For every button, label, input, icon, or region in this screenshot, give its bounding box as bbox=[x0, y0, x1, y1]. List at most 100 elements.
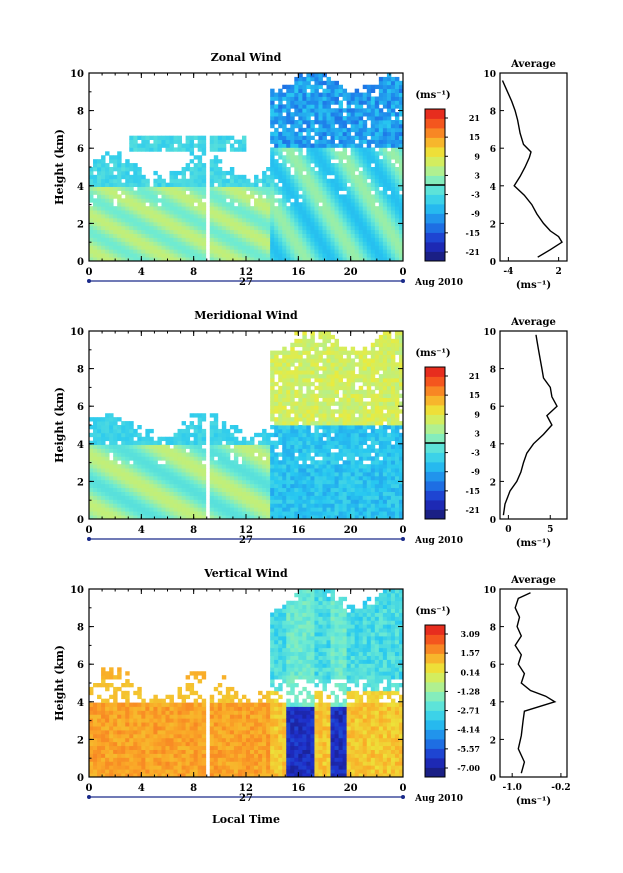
heatmap-cell bbox=[93, 417, 98, 422]
heatmap-cell bbox=[330, 503, 335, 508]
heatmap-cell bbox=[258, 229, 263, 234]
heatmap-cell bbox=[306, 499, 311, 504]
heatmap-cell bbox=[318, 159, 323, 164]
heatmap-cell bbox=[322, 358, 327, 363]
heatmap-cell bbox=[322, 88, 327, 93]
heatmap-cell bbox=[338, 135, 344, 140]
heatmap-cell bbox=[346, 237, 352, 242]
heatmap-cell bbox=[161, 515, 166, 520]
heatmap-cell bbox=[298, 354, 303, 359]
heatmap-cell bbox=[201, 257, 207, 262]
heatmap-cell bbox=[125, 186, 130, 191]
heatmap-cell bbox=[330, 139, 335, 144]
heatmap-cell bbox=[93, 444, 98, 449]
heatmap-cell bbox=[221, 202, 227, 207]
heatmap-cell bbox=[101, 491, 106, 496]
heatmap-cell bbox=[338, 151, 344, 156]
heatmap-cell bbox=[197, 186, 203, 191]
heatmap-cell bbox=[217, 507, 223, 512]
heatmap-cell bbox=[177, 460, 182, 465]
heatmap-cell bbox=[109, 495, 114, 500]
heatmap-cell bbox=[274, 108, 279, 113]
heatmap-cell bbox=[229, 217, 235, 223]
heatmap-cell bbox=[362, 174, 368, 180]
heatmap-cell bbox=[266, 233, 271, 238]
heatmap-cell bbox=[286, 448, 291, 453]
heatmap-cell bbox=[326, 491, 331, 496]
heatmap-cell bbox=[125, 448, 130, 453]
heatmap-cell bbox=[354, 214, 360, 219]
heatmap-cell bbox=[350, 116, 356, 121]
heatmap-cell bbox=[137, 202, 142, 207]
heatmap-cell bbox=[193, 174, 199, 180]
heatmap-cell bbox=[258, 495, 263, 500]
heatmap-cell bbox=[237, 139, 243, 144]
heatmap-cell bbox=[274, 491, 279, 496]
heatmap-cell bbox=[270, 214, 275, 219]
heatmap-cell bbox=[350, 123, 356, 129]
heatmap-cell bbox=[89, 253, 94, 258]
heatmap-cell bbox=[282, 479, 287, 485]
heatmap-cell bbox=[378, 178, 384, 184]
heatmap-cell bbox=[382, 214, 388, 219]
heatmap-cell bbox=[173, 491, 178, 496]
heatmap-cell bbox=[121, 444, 126, 449]
heatmap-cell bbox=[318, 186, 323, 191]
heatmap-cell bbox=[326, 515, 331, 520]
heatmap-cell bbox=[270, 210, 275, 215]
heatmap-cell bbox=[270, 350, 275, 355]
heatmap-cell bbox=[173, 487, 178, 492]
heatmap-cell bbox=[189, 202, 195, 207]
heatmap-cell bbox=[262, 491, 267, 496]
date-bar-end bbox=[401, 279, 405, 283]
heatmap-cell bbox=[113, 452, 118, 457]
heatmap-cell bbox=[274, 350, 279, 355]
heatmap-cell bbox=[342, 491, 348, 496]
heatmap-cell bbox=[193, 507, 199, 512]
heatmap-cell bbox=[386, 413, 392, 418]
heatmap-cell bbox=[322, 425, 327, 430]
heatmap-cell bbox=[330, 155, 335, 160]
heatmap-cell bbox=[229, 472, 235, 477]
heatmap-cell bbox=[338, 499, 344, 504]
heatmap-cell bbox=[290, 229, 295, 234]
heatmap-cell bbox=[378, 229, 384, 234]
heatmap-cell bbox=[129, 495, 134, 500]
heatmap-cell bbox=[237, 475, 243, 481]
heatmap-cell bbox=[181, 456, 187, 461]
heatmap-cell bbox=[386, 362, 392, 367]
heatmap-cell bbox=[322, 143, 327, 148]
heatmap-cell bbox=[398, 202, 404, 207]
heatmap-cell bbox=[141, 202, 146, 207]
heatmap-cell bbox=[181, 511, 187, 516]
heatmap-cell bbox=[326, 88, 331, 93]
profile-y-tick-label: 4 bbox=[490, 183, 496, 193]
heatmap-cell bbox=[378, 233, 384, 238]
heatmap-cell bbox=[370, 210, 376, 215]
heatmap-cell bbox=[97, 186, 102, 191]
heatmap-cell bbox=[310, 104, 315, 109]
heatmap-cell bbox=[358, 448, 364, 453]
heatmap-cell bbox=[229, 241, 235, 246]
heatmap-cell bbox=[145, 511, 150, 516]
heatmap-cell bbox=[390, 515, 396, 520]
heatmap-cell bbox=[181, 421, 187, 426]
heatmap-cell bbox=[125, 499, 130, 504]
heatmap-cell bbox=[201, 432, 207, 438]
heatmap-cell bbox=[266, 487, 271, 492]
heatmap-cell bbox=[117, 444, 122, 449]
heatmap-cell bbox=[213, 413, 219, 418]
heatmap-cell bbox=[258, 194, 263, 199]
heatmap-cell bbox=[270, 507, 275, 512]
heatmap-cell bbox=[358, 503, 364, 508]
heatmap-cell bbox=[338, 174, 344, 180]
heatmap-cell bbox=[137, 452, 142, 457]
heatmap-cell bbox=[161, 503, 166, 508]
heatmap-cell bbox=[129, 511, 134, 516]
heatmap-cell bbox=[237, 452, 243, 457]
heatmap-cell bbox=[113, 163, 118, 168]
heatmap-cell bbox=[241, 245, 247, 250]
heatmap-cell bbox=[350, 100, 356, 105]
heatmap-cell bbox=[342, 440, 348, 445]
